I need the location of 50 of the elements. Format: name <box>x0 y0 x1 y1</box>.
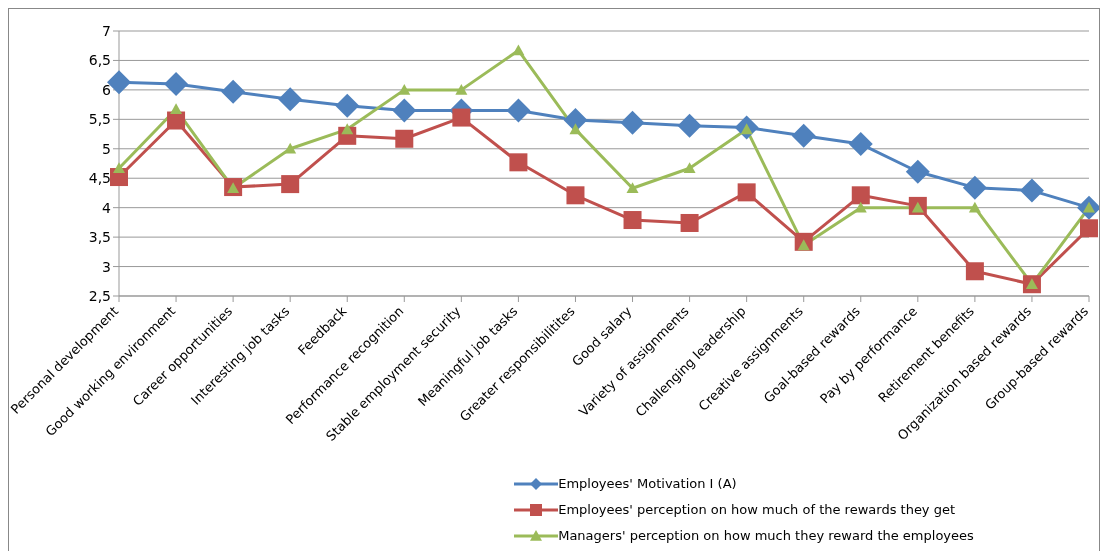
y-tick-label: 6 <box>102 81 112 98</box>
point <box>626 182 639 194</box>
point <box>737 183 756 202</box>
point <box>167 111 186 130</box>
point <box>113 162 125 174</box>
point <box>566 186 585 205</box>
point <box>452 108 471 127</box>
point <box>962 175 987 200</box>
point <box>905 159 930 184</box>
point <box>221 79 246 104</box>
point <box>623 211 642 230</box>
point <box>395 129 414 148</box>
point <box>335 93 360 118</box>
point <box>965 262 984 281</box>
legend-label: Employees' perception on how much of the rewards they get <box>558 501 956 519</box>
point <box>968 201 981 213</box>
y-tick-label: 2,5 <box>88 287 111 304</box>
point <box>281 175 300 194</box>
y-tick-label: 5,5 <box>88 111 111 128</box>
y-tick-label: 4,5 <box>88 170 111 187</box>
point <box>680 213 699 232</box>
legend-label: Managers' perception on how much they reward the employees <box>558 527 974 545</box>
y-tick-label: 7 <box>102 22 111 39</box>
point <box>563 107 588 132</box>
point <box>1080 219 1098 238</box>
y-tick-label: 3,5 <box>88 229 111 246</box>
point <box>683 162 696 174</box>
y-tick-label: 5 <box>102 140 111 157</box>
point <box>392 98 417 123</box>
point <box>620 110 645 135</box>
point <box>512 44 525 56</box>
legend-label: Employees' Motivation I (A) <box>558 475 737 493</box>
y-tick-label: 6,5 <box>88 52 111 69</box>
point <box>851 186 870 205</box>
y-tick-label: 3 <box>102 258 111 275</box>
point <box>506 98 531 123</box>
point <box>848 132 873 157</box>
point <box>854 201 867 213</box>
point <box>509 153 528 172</box>
y-tick-label: 4 <box>102 199 112 216</box>
point <box>170 103 183 115</box>
point <box>791 123 816 148</box>
point <box>1019 178 1044 203</box>
point <box>398 83 411 95</box>
point <box>677 113 702 138</box>
point <box>455 83 468 95</box>
point <box>569 123 582 135</box>
point <box>278 87 303 112</box>
point <box>284 142 297 154</box>
point <box>164 72 189 96</box>
